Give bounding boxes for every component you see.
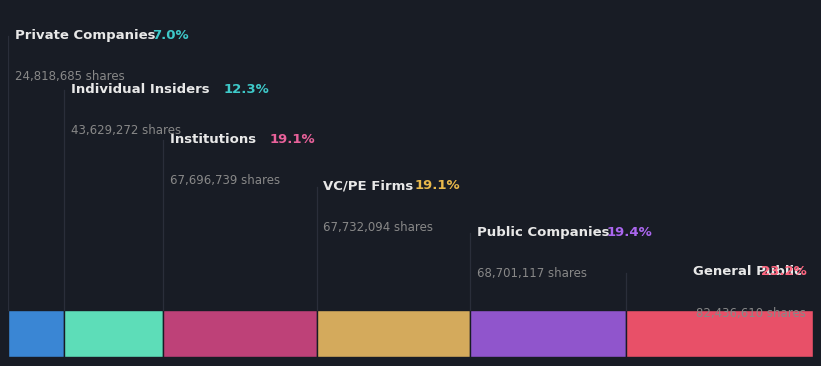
Text: 67,696,739 shares: 67,696,739 shares [170,174,280,187]
Bar [626,310,813,357]
Text: 19.1%: 19.1% [269,133,314,146]
Bar [470,310,626,357]
Text: VC/PE Firms: VC/PE Firms [323,179,418,193]
Text: 19.1%: 19.1% [415,179,461,193]
Bar [163,310,317,357]
Text: Public Companies: Public Companies [477,226,614,239]
Text: Private Companies: Private Companies [15,29,160,42]
Text: 7.0%: 7.0% [152,29,189,42]
Text: 24,818,685 shares: 24,818,685 shares [15,70,125,83]
Text: 67,732,094 shares: 67,732,094 shares [323,221,433,234]
Text: 82,436,610 shares: 82,436,610 shares [696,307,806,320]
Text: Institutions: Institutions [170,133,260,146]
Text: 19.4%: 19.4% [607,226,653,239]
Text: 23.2%: 23.2% [760,265,806,279]
Text: 68,701,117 shares: 68,701,117 shares [477,267,587,280]
Text: Individual Insiders: Individual Insiders [71,83,214,96]
Bar [8,310,65,357]
Bar [317,310,470,357]
Text: 43,629,272 shares: 43,629,272 shares [71,124,181,137]
Text: General Public: General Public [693,265,806,279]
Bar [65,310,163,357]
Text: 12.3%: 12.3% [223,83,269,96]
